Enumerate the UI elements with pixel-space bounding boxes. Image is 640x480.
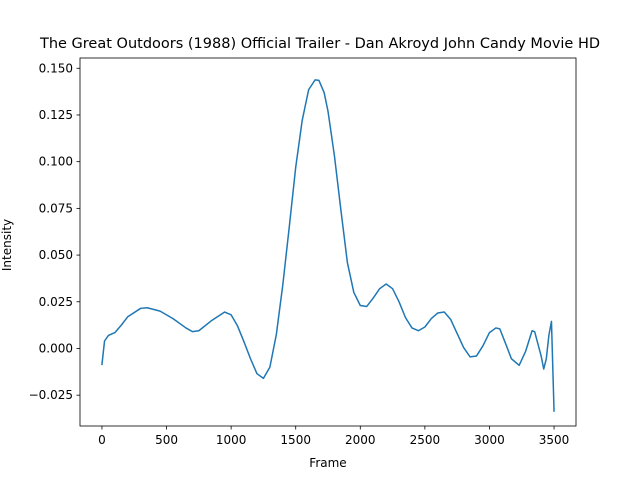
y-tick-label: 0.075 <box>39 201 73 215</box>
y-tick-label: 0.050 <box>39 248 73 262</box>
y-axis-label: Intensity <box>0 219 14 271</box>
chart-title: The Great Outdoors (1988) Official Trail… <box>39 36 600 52</box>
x-tick-label: 2500 <box>410 433 441 447</box>
x-tick-label: 3000 <box>474 433 505 447</box>
plot-frame <box>79 57 577 427</box>
y-tick-label: 0.150 <box>39 61 73 75</box>
y-tick-label: 0.000 <box>39 341 73 355</box>
x-tick-label: 500 <box>155 433 178 447</box>
x-tick-label: 2000 <box>345 433 376 447</box>
plot-area <box>79 57 577 427</box>
x-tick-label: 0 <box>98 433 106 447</box>
y-tick-label: 0.100 <box>39 155 73 169</box>
x-tick-label: 1500 <box>280 433 311 447</box>
x-tick-label: 3500 <box>539 433 570 447</box>
x-axis-label: Frame <box>309 456 346 470</box>
y-tick-label: 0.125 <box>39 108 73 122</box>
y-tick-label: −0.025 <box>29 388 73 402</box>
y-tick-label: 0.025 <box>39 295 73 309</box>
x-axis-ticks: 0 500 1000 1500 2000 2500 3000 3500 <box>98 426 569 447</box>
x-tick-label: 1000 <box>216 433 247 447</box>
series-line-0 <box>101 79 555 412</box>
y-axis-ticks: −0.025 0.000 0.025 0.050 0.075 0.100 0.125 0.15… <box>29 61 80 402</box>
